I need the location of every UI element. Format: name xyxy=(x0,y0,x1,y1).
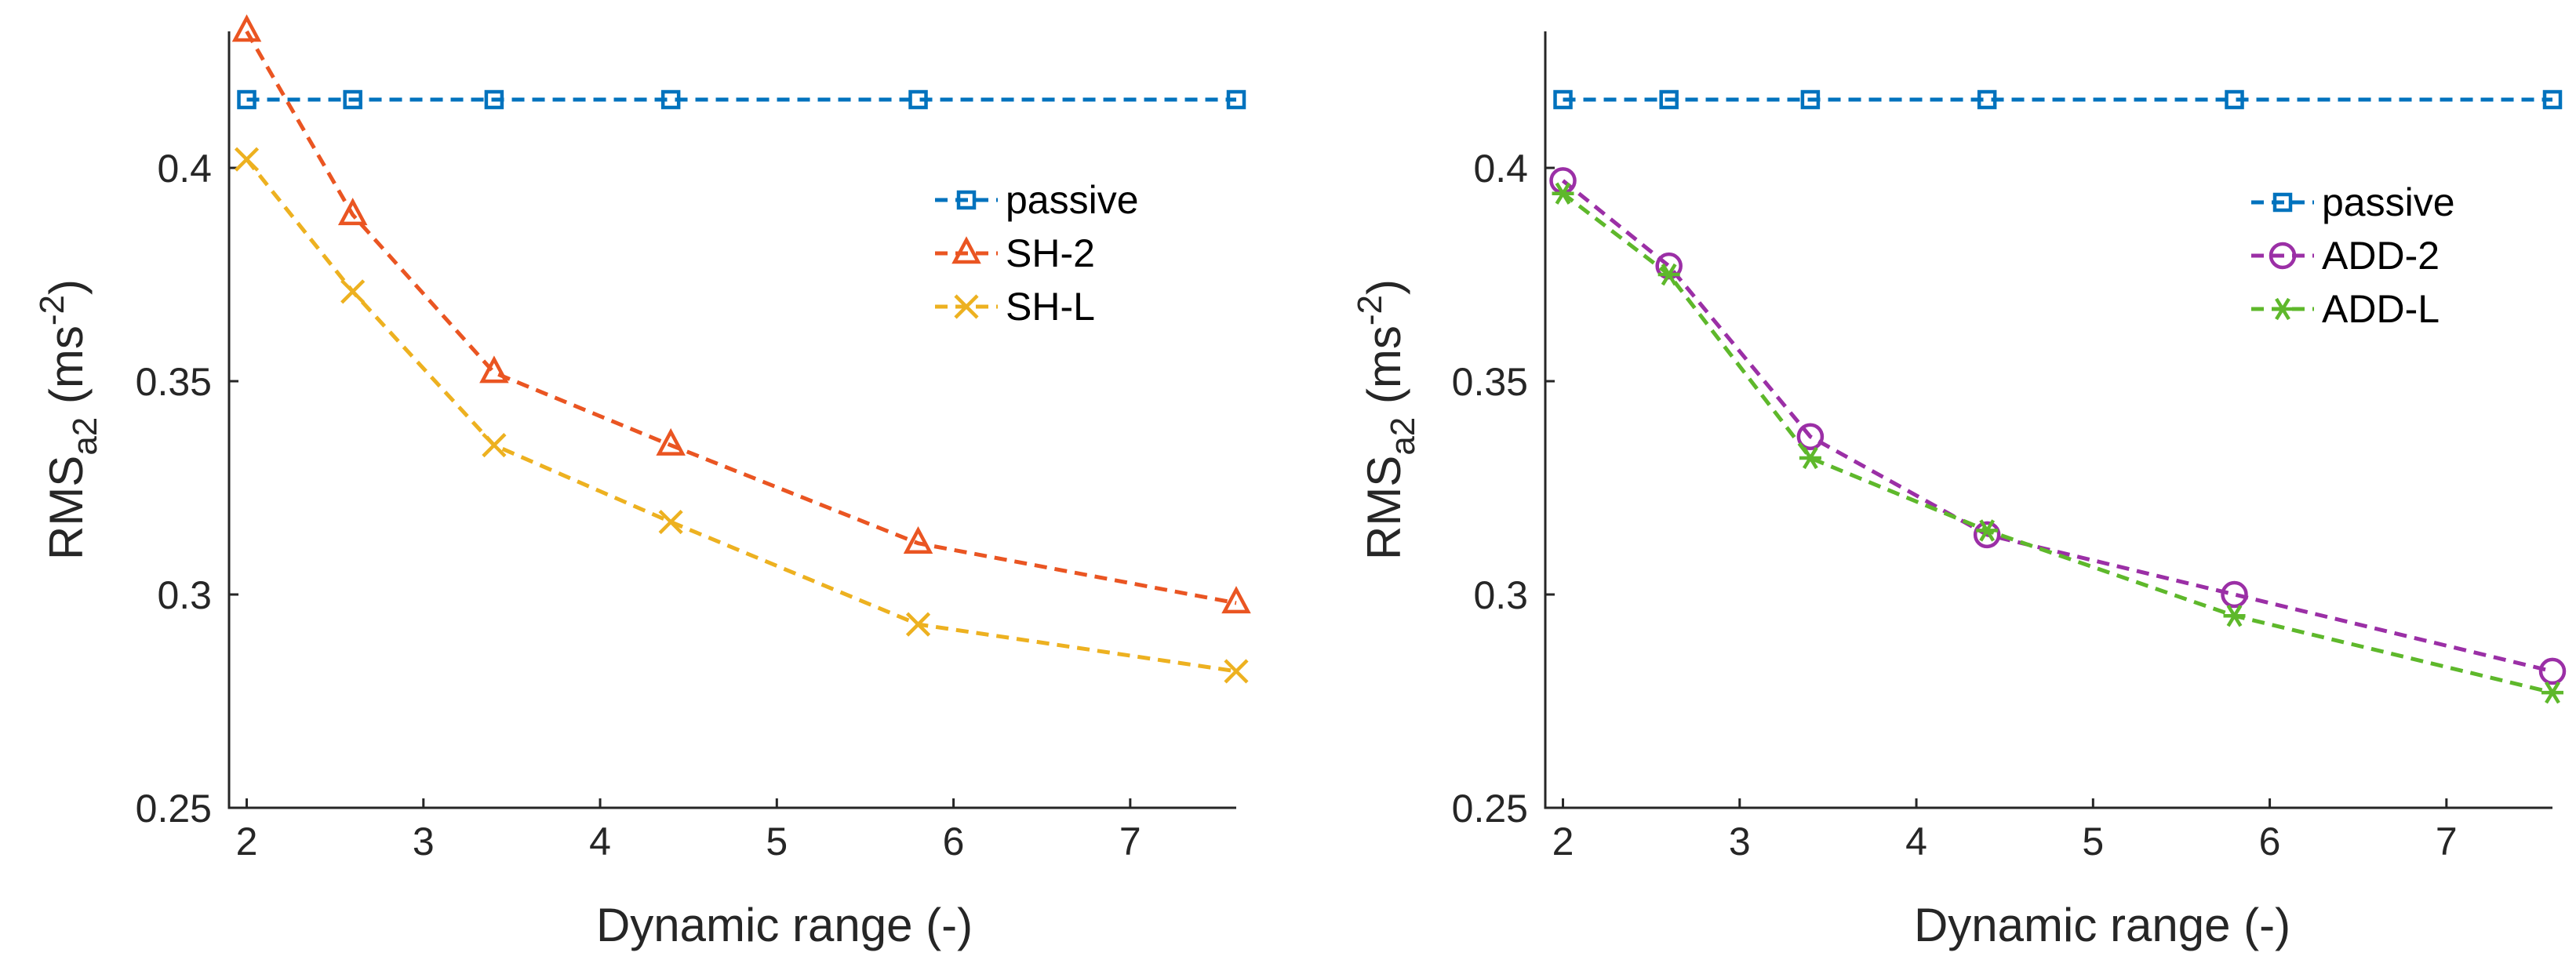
series-line-sh-l xyxy=(245,158,1237,674)
y-tick-label: 0.35 xyxy=(136,360,212,404)
left-chart: 2 3 4 5 6 7 0.25 0.3 0.35 0.4 Dynamic range (-) RMS… xyxy=(33,14,1251,951)
data-point-sh-2 xyxy=(903,525,933,554)
data-point-sh-l xyxy=(234,147,260,172)
data-point-add-2 xyxy=(1973,521,2001,549)
x-tick-label: 4 xyxy=(1905,820,1927,863)
legend-marker xyxy=(951,236,981,264)
y-axis-title-sub: a2 xyxy=(66,417,104,456)
data-point-passive xyxy=(1977,89,1997,110)
data-point-add-l xyxy=(2541,681,2563,704)
y-axis-title-sub: a2 xyxy=(1384,417,1422,456)
y-axis-title: RMSa2 (ms-2) xyxy=(33,279,104,560)
series-passive xyxy=(237,89,1246,110)
data-point-passive xyxy=(237,89,257,110)
series-line-add-l xyxy=(1562,191,2553,695)
y-tick-label: 0.25 xyxy=(136,787,212,831)
axes-frame xyxy=(227,31,1236,809)
x-tick-label: 4 xyxy=(589,820,611,863)
series-sh-2 xyxy=(231,14,1251,614)
data-point-passive xyxy=(1659,89,1679,110)
data-point-add-l xyxy=(1799,446,1821,470)
legend-label: SH-2 xyxy=(1006,231,1095,275)
x-tick-label: 7 xyxy=(2436,820,2458,863)
legend: passive ADD-2 ADD-L xyxy=(2251,180,2455,331)
legend-label: ADD-2 xyxy=(2322,234,2440,278)
series-line-add-2 xyxy=(1561,179,2553,674)
data-point-passive xyxy=(1800,89,1821,110)
axes-frame xyxy=(1544,31,2552,809)
legend: passive SH-2 SH-L xyxy=(935,178,1139,329)
data-point-sh-2 xyxy=(479,355,509,384)
series-line-sh-2 xyxy=(245,30,1237,605)
x-tick-label: 3 xyxy=(1729,820,1751,863)
y-tick-label: 0.3 xyxy=(1473,573,1528,617)
data-point-add-l xyxy=(2223,605,2246,627)
right-chart: 2 3 4 5 6 7 0.25 0.3 0.35 0.4 Dynamic range (-) RMS… xyxy=(1351,31,2567,951)
y-tick-label: 0.35 xyxy=(1452,360,1528,404)
data-point-passive xyxy=(2225,89,2244,110)
legend-marker xyxy=(2272,297,2294,321)
y-tick-label: 0.4 xyxy=(157,147,212,191)
y-axis-title-sup: -2 xyxy=(33,295,71,325)
data-point-passive xyxy=(484,89,504,110)
data-point-add-2 xyxy=(2538,657,2567,685)
legend-marker xyxy=(2269,242,2297,270)
legend-label: passive xyxy=(1006,178,1139,222)
y-axis-title-close: ) xyxy=(40,279,93,295)
x-axis-title: Dynamic range (-) xyxy=(596,899,973,951)
y-axis-title: RMSa2 (ms-2) xyxy=(1351,279,1422,560)
data-point-passive xyxy=(660,89,681,110)
series-passive xyxy=(1553,89,2563,110)
data-point-passive xyxy=(1553,89,1573,110)
series-sh-l xyxy=(234,147,1249,684)
x-tick-label: 3 xyxy=(413,820,435,863)
series-add-l xyxy=(1552,182,2563,704)
y-tick-label: 0.4 xyxy=(1473,147,1528,191)
data-point-passive xyxy=(343,89,362,110)
x-tick-label: 5 xyxy=(2082,820,2104,863)
data-point-add-l xyxy=(1976,519,1999,542)
data-point-add-l xyxy=(1552,182,1574,205)
data-point-add-2 xyxy=(2221,580,2248,609)
x-tick-label: 2 xyxy=(236,820,258,863)
legend-marker xyxy=(954,294,979,319)
legend-label: ADD-L xyxy=(2322,287,2440,331)
x-axis-title: Dynamic range (-) xyxy=(1914,899,2290,951)
series-add-2 xyxy=(1549,167,2567,685)
data-point-sh-l xyxy=(658,509,683,535)
x-tick-label: 2 xyxy=(1552,820,1574,863)
y-axis-title-unit: (ms xyxy=(40,325,93,417)
legend-marker xyxy=(956,190,977,210)
x-tick-label: 5 xyxy=(766,820,788,863)
y-axis-title-main: RMS xyxy=(40,456,93,560)
y-axis-title-unit: (ms xyxy=(1358,325,1410,417)
y-tick-label: 0.3 xyxy=(157,573,212,617)
data-point-passive xyxy=(908,89,928,110)
data-point-passive xyxy=(2542,89,2563,110)
x-tick-label: 7 xyxy=(1119,820,1141,863)
y-tick-label: 0.25 xyxy=(1452,787,1528,831)
legend-label: SH-L xyxy=(1006,285,1095,329)
x-tick-label: 6 xyxy=(943,820,965,863)
y-axis-title-sup: -2 xyxy=(1351,295,1389,325)
data-point-sh-2 xyxy=(231,14,262,42)
data-point-passive xyxy=(1226,89,1246,110)
y-axis-title-close: ) xyxy=(1358,279,1410,295)
data-point-sh-2 xyxy=(337,198,368,226)
data-point-sh-l xyxy=(482,433,507,458)
data-point-sh-l xyxy=(905,612,931,637)
legend-label: passive xyxy=(2322,180,2455,224)
y-axis-title-main: RMS xyxy=(1358,456,1410,560)
data-point-sh-2 xyxy=(656,427,686,456)
data-point-sh-l xyxy=(1224,659,1249,684)
data-point-add-2 xyxy=(1796,423,1825,451)
data-point-sh-2 xyxy=(1221,586,1251,614)
legend-marker xyxy=(2272,192,2293,213)
data-point-add-l xyxy=(1657,263,1680,286)
data-point-sh-l xyxy=(340,279,366,304)
x-tick-label: 6 xyxy=(2259,820,2281,863)
